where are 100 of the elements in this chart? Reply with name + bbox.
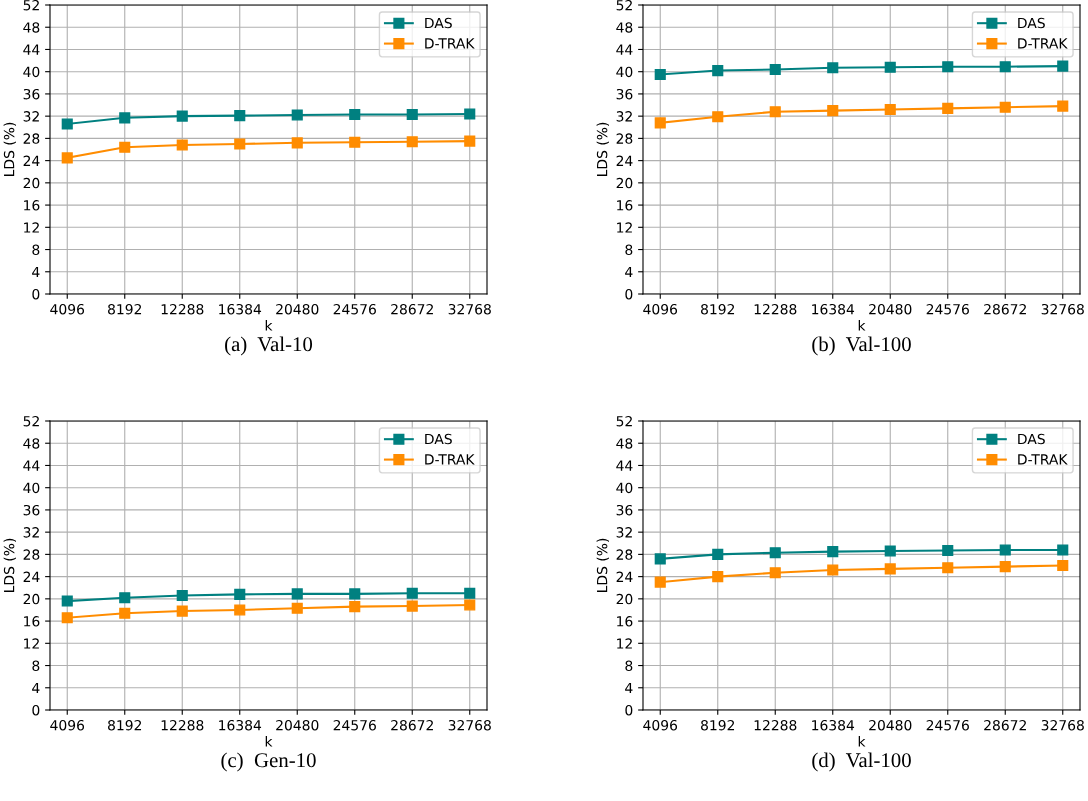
point bbox=[999, 561, 1011, 573]
x-tick-label: 8192 bbox=[108, 719, 142, 731]
y-tick-label: 8 bbox=[625, 244, 633, 256]
y-tick-label: 44 bbox=[616, 44, 633, 55]
point bbox=[769, 567, 781, 579]
point bbox=[712, 65, 724, 77]
point bbox=[942, 102, 954, 114]
point bbox=[234, 588, 246, 600]
point bbox=[827, 105, 839, 117]
point bbox=[61, 595, 73, 607]
point bbox=[234, 110, 246, 122]
y-tick-label: 40 bbox=[616, 482, 633, 494]
legend-label: DAS bbox=[425, 17, 452, 29]
point bbox=[712, 548, 724, 560]
x-tick-label: 32768 bbox=[448, 719, 491, 731]
y-tick-label: 20 bbox=[23, 593, 40, 605]
point bbox=[884, 103, 896, 116]
x-tick-label: 4096 bbox=[643, 719, 678, 731]
y-tick-label: 24 bbox=[23, 571, 40, 582]
legend-label: DAS bbox=[1018, 17, 1045, 29]
x-tick-label: 32768 bbox=[1041, 719, 1084, 731]
y-tick-label: 28 bbox=[616, 549, 633, 560]
y-tick-label: 0 bbox=[625, 288, 633, 300]
x-tick-label: 8192 bbox=[701, 719, 735, 731]
y-tick-label: 52 bbox=[616, 0, 632, 11]
point bbox=[1057, 544, 1069, 556]
y-axis-title: LDS (%) bbox=[3, 122, 16, 176]
point bbox=[61, 152, 73, 164]
point bbox=[291, 588, 303, 600]
y-tick-label: 36 bbox=[616, 504, 633, 516]
y-tick-label: 36 bbox=[23, 88, 40, 100]
y-tick-label: 32 bbox=[616, 527, 632, 538]
y-tick-label: 40 bbox=[23, 482, 40, 494]
x-axis-title: k bbox=[858, 319, 866, 331]
text: (c) Gen-10 bbox=[221, 752, 316, 772]
x-tick-label: 20480 bbox=[869, 719, 912, 731]
point bbox=[176, 605, 188, 617]
y-tick-label: 8 bbox=[625, 660, 633, 672]
point bbox=[769, 106, 781, 118]
x-tick-label: 16384 bbox=[812, 303, 855, 315]
y-tick-label: 40 bbox=[23, 66, 40, 78]
x-tick-label: 28672 bbox=[391, 303, 433, 315]
y-tick-label: 24 bbox=[616, 571, 633, 582]
point bbox=[176, 139, 188, 151]
y-tick-label: 0 bbox=[32, 704, 40, 716]
x-tick-label: 16384 bbox=[812, 719, 855, 731]
y-tick-label: 4 bbox=[625, 682, 633, 694]
x-tick-label: 4096 bbox=[50, 719, 85, 731]
y-tick-label: 20 bbox=[616, 593, 633, 605]
x-axis-title: k bbox=[265, 735, 273, 747]
point bbox=[464, 108, 476, 120]
point bbox=[406, 136, 418, 148]
point bbox=[712, 571, 724, 583]
point bbox=[999, 544, 1011, 556]
text: (d) Val-100 bbox=[812, 752, 911, 772]
point bbox=[61, 612, 73, 624]
y-tick-label: 4 bbox=[32, 682, 40, 694]
y-tick-label: 4 bbox=[32, 266, 40, 278]
x-tick-label: 24576 bbox=[926, 719, 969, 731]
y-tick-label: 32 bbox=[23, 527, 39, 538]
point bbox=[1057, 60, 1069, 72]
y-tick-label: 12 bbox=[617, 638, 632, 649]
y-tick-label: 48 bbox=[23, 22, 40, 33]
x-tick-label: 24576 bbox=[926, 303, 969, 315]
point bbox=[406, 600, 418, 612]
x-tick-label: 12288 bbox=[161, 719, 204, 731]
x-tick-label: 20480 bbox=[869, 303, 912, 315]
y-axis-title: LDS (%) bbox=[596, 122, 609, 176]
text: (b) Val-100 bbox=[812, 336, 911, 356]
y-tick-label: 0 bbox=[625, 704, 633, 716]
y-tick-label: 52 bbox=[23, 415, 39, 427]
x-tick-label: 20480 bbox=[276, 719, 319, 731]
x-tick-label: 28672 bbox=[984, 719, 1026, 731]
y-tick-label: 44 bbox=[23, 44, 40, 55]
y-tick-label: 48 bbox=[23, 438, 40, 449]
y-axis-title: LDS (%) bbox=[596, 538, 609, 592]
y-tick-label: 28 bbox=[616, 133, 633, 144]
point bbox=[999, 61, 1011, 73]
point bbox=[827, 564, 839, 576]
point bbox=[464, 587, 476, 599]
x-tick-label: 20480 bbox=[276, 303, 319, 315]
x-tick-label: 12288 bbox=[754, 719, 797, 731]
point bbox=[884, 563, 896, 575]
y-tick-label: 52 bbox=[616, 415, 632, 427]
legend-label: D-TRAK bbox=[425, 38, 475, 49]
x-tick-label: 12288 bbox=[161, 303, 204, 315]
x-axis-title: k bbox=[858, 735, 866, 747]
point bbox=[119, 141, 131, 153]
y-tick-label: 28 bbox=[23, 549, 40, 560]
x-axis-title: k bbox=[265, 319, 273, 331]
point bbox=[349, 108, 361, 121]
x-tick-label: 24576 bbox=[333, 719, 376, 731]
legend-label: D-TRAK bbox=[1018, 38, 1068, 49]
point bbox=[464, 135, 476, 147]
x-tick-label: 12288 bbox=[754, 303, 797, 315]
point bbox=[119, 592, 131, 604]
point bbox=[769, 547, 781, 559]
point bbox=[999, 101, 1011, 113]
y-tick-label: 12 bbox=[24, 222, 39, 233]
y-tick-label: 48 bbox=[616, 438, 633, 449]
